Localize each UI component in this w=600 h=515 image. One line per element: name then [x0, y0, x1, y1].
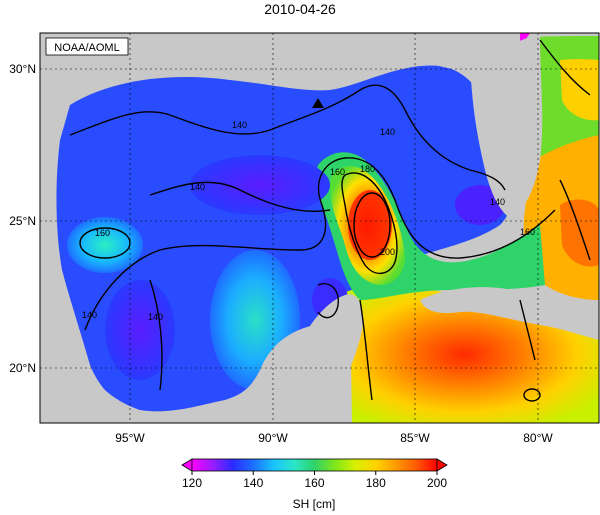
- contour-180-loop: [341, 172, 398, 274]
- colorbar-ticks: 120 140 160 180 200: [182, 471, 447, 490]
- lon-label-90w: 90°W: [258, 431, 288, 445]
- contour-label: 160: [95, 228, 110, 238]
- contour-160-loop: [84, 157, 556, 331]
- source-label: NOAA/AOML: [54, 42, 119, 54]
- lon-label-85w: 85°W: [400, 431, 430, 445]
- colorbar-tick-label: 160: [304, 476, 324, 490]
- gridlines: [40, 33, 599, 423]
- plot-area: 140 140 140 140 160 180 200 160 140 140 …: [40, 33, 599, 423]
- colorbar: 120 140 160 180 200 SH [cm]: [181, 458, 448, 511]
- lat-label-25n: 25°N: [9, 214, 36, 228]
- mexico-coast: [40, 130, 352, 423]
- colorbar-high-arrow: [436, 458, 448, 472]
- contour-label: 160: [330, 167, 345, 177]
- contour-140-campeche: [317, 283, 339, 319]
- contour-label: 140: [490, 197, 505, 207]
- contour-200-caribbean: [519, 299, 536, 361]
- florida-peninsula: [470, 33, 543, 218]
- lat-label-20n: 20°N: [9, 361, 36, 375]
- contour-180-caribbean: [359, 299, 373, 401]
- contour-200-core: [353, 192, 391, 258]
- contour-label: 140: [380, 127, 395, 137]
- contour-label-group: 140 140 140 140 160 180 200 160 140 140 …: [82, 120, 535, 322]
- contour-140-sw: [149, 279, 163, 391]
- contour-label: 160: [520, 227, 535, 237]
- contour-160-atlantic: [539, 39, 591, 96]
- western-eddy: [67, 217, 143, 273]
- contour-200-east: [523, 388, 541, 402]
- colorbar-tick-label: 200: [427, 476, 447, 490]
- cuba: [420, 287, 599, 340]
- contour-label: 200: [380, 247, 395, 257]
- atlantic-north-warm: [560, 59, 599, 121]
- map-frame: [39, 32, 600, 424]
- colorbar-tick-label: 120: [182, 476, 202, 490]
- source-box: [45, 37, 129, 56]
- lon-label-95w: 95°W: [115, 431, 145, 445]
- loop-core: [348, 190, 392, 260]
- colorbar-tick-label: 140: [243, 476, 263, 490]
- contour-label: 180: [360, 164, 375, 174]
- contour-label: 140: [190, 182, 205, 192]
- yucatan: [300, 294, 363, 423]
- atlantic-warm-core: [560, 199, 599, 267]
- lon-label-80w: 80°W: [523, 431, 553, 445]
- contour-140-north: [69, 84, 506, 191]
- central-low: [190, 155, 330, 215]
- contour-label: 140: [232, 120, 247, 130]
- us-gulf-coast: [40, 33, 520, 130]
- colorbar-label: SH [cm]: [293, 497, 336, 511]
- contour-label: 140: [82, 310, 97, 320]
- florida-low: [455, 185, 505, 225]
- triangle-marker-icon: [312, 98, 324, 108]
- southwest-low: [105, 280, 175, 380]
- contour-180-atlantic: [559, 179, 591, 261]
- map-title: 2010-04-26: [264, 1, 336, 17]
- colorbar-tick-label: 180: [366, 476, 386, 490]
- contour-140-central: [149, 181, 331, 212]
- colorbar-low-arrow: [181, 458, 193, 472]
- contour-lines: [69, 39, 591, 402]
- contour-label: 140: [148, 312, 163, 322]
- colorbar-ramp: [191, 458, 438, 472]
- lat-label-30n: 30°N: [9, 62, 36, 76]
